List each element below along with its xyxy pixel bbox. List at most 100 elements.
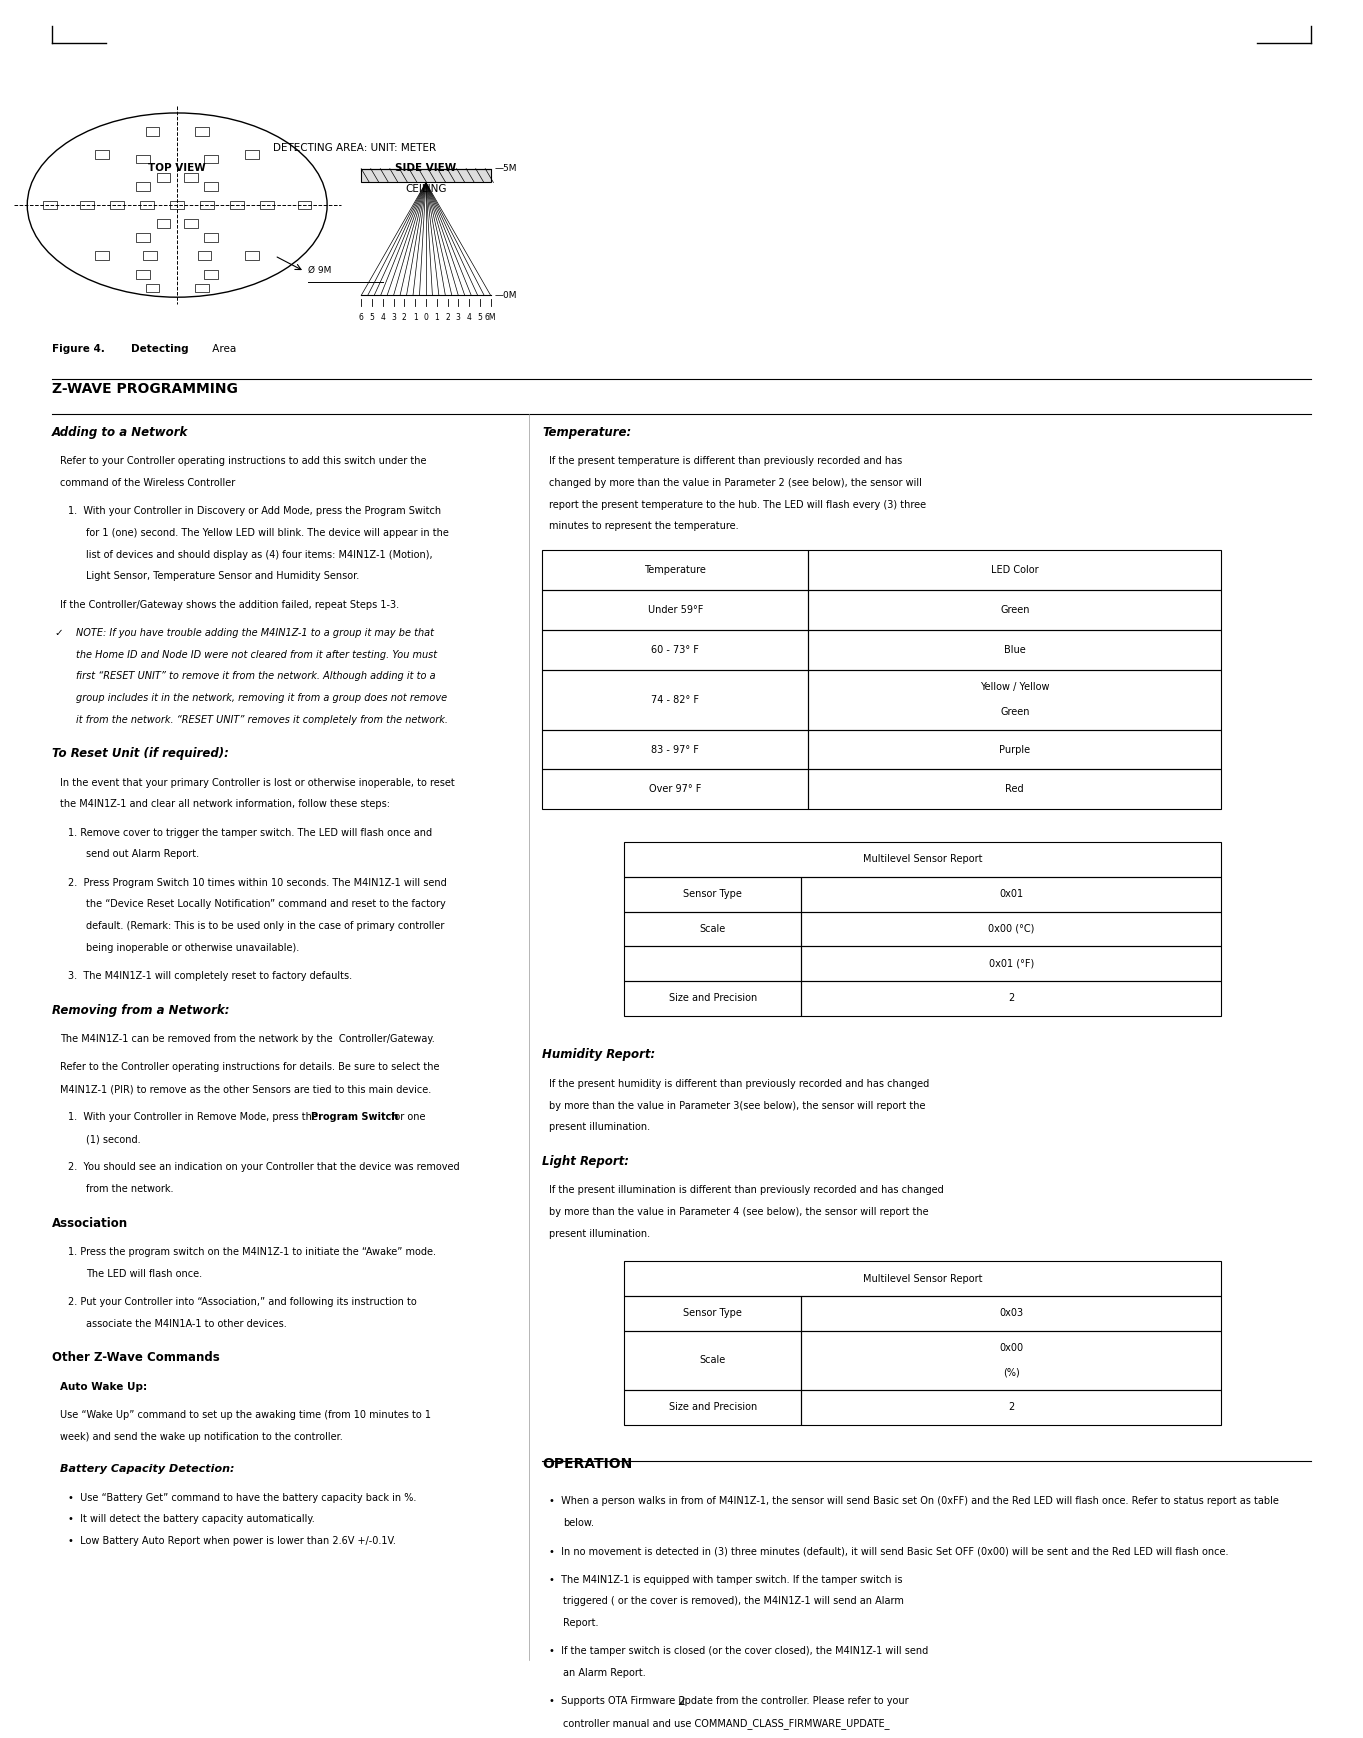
Text: for 1 (one) second. The Yellow LED will blink. The device will appear in the: for 1 (one) second. The Yellow LED will …	[86, 528, 448, 539]
Text: Other Z-Wave Commands: Other Z-Wave Commands	[52, 1350, 219, 1364]
Bar	[801, 1390, 1221, 1425]
Text: minutes to represent the temperature.: minutes to represent the temperature.	[549, 521, 739, 532]
Bar	[801, 947, 1221, 982]
Text: 2.  You should see an indication on your Controller that the device was removed: 2. You should see an indication on your …	[68, 1163, 459, 1173]
Bar	[204, 233, 218, 242]
Text: from the network.: from the network.	[86, 1184, 173, 1194]
Text: OPERATION: OPERATION	[542, 1458, 632, 1472]
Text: Sensor Type: Sensor Type	[683, 1309, 743, 1319]
Text: 74 - 82° F: 74 - 82° F	[652, 695, 699, 704]
Text: Detecting: Detecting	[131, 344, 188, 355]
Text: Refer to your Controller operating instructions to add this switch under the: Refer to your Controller operating instr…	[60, 457, 427, 466]
Text: •  Low Battery Auto Report when power is lower than 2.6V +/-0.1V.: • Low Battery Auto Report when power is …	[68, 1536, 397, 1547]
Text: Under 59°F: Under 59°F	[647, 605, 703, 615]
Text: The LED will flash once.: The LED will flash once.	[86, 1269, 202, 1279]
Text: Green: Green	[1000, 707, 1029, 716]
Text: Multilevel Sensor Report: Multilevel Sensor Report	[863, 1274, 983, 1284]
Text: •  When a person walks in from of M4IN1Z-1, the sensor will send Basic set On (0: • When a person walks in from of M4IN1Z-…	[549, 1496, 1278, 1507]
Bar	[245, 252, 259, 261]
Text: 1.  With your Controller in Remove Mode, press the: 1. With your Controller in Remove Mode, …	[68, 1112, 322, 1123]
Text: Figure 4.: Figure 4.	[52, 344, 105, 355]
Text: 0x00 (°C): 0x00 (°C)	[988, 925, 1035, 933]
Bar	[297, 200, 311, 209]
Text: Temperature: Temperature	[645, 565, 706, 575]
Text: 3: 3	[391, 313, 397, 322]
Text: Program Switch: Program Switch	[311, 1112, 398, 1123]
Bar	[95, 149, 109, 158]
Bar	[136, 182, 150, 191]
Text: 1.  With your Controller in Discovery or Add Mode, press the Program Switch: 1. With your Controller in Discovery or …	[68, 506, 442, 516]
Bar	[808, 770, 1221, 810]
Bar	[170, 200, 184, 209]
Text: Temperature:: Temperature:	[542, 426, 631, 438]
Text: week) and send the wake up notification to the controller.: week) and send the wake up notification …	[60, 1432, 342, 1443]
Bar	[184, 219, 198, 228]
Text: Multilevel Sensor Report: Multilevel Sensor Report	[863, 855, 983, 864]
Text: send out Alarm Report.: send out Alarm Report.	[86, 850, 199, 860]
Text: 3: 3	[455, 313, 461, 322]
Text: 2: 2	[1009, 1403, 1014, 1413]
Text: Use “Wake Up” command to set up the awaking time (from 10 minutes to 1: Use “Wake Up” command to set up the awak…	[60, 1410, 431, 1420]
Bar	[204, 269, 218, 278]
Bar	[542, 629, 808, 669]
Text: ✓: ✓	[55, 627, 63, 638]
Text: 83 - 97° F: 83 - 97° F	[652, 744, 699, 754]
Bar	[808, 549, 1221, 589]
Text: an Alarm Report.: an Alarm Report.	[563, 1668, 646, 1679]
Bar	[80, 200, 94, 209]
Bar	[200, 200, 214, 209]
Bar	[624, 1297, 801, 1331]
Text: Area: Area	[209, 344, 236, 355]
Text: group includes it in the network, removing it from a group does not remove: group includes it in the network, removi…	[76, 693, 447, 704]
Text: by more than the value in Parameter 4 (see below), the sensor will report the: by more than the value in Parameter 4 (s…	[549, 1208, 930, 1217]
Bar	[801, 1297, 1221, 1331]
Bar	[542, 549, 808, 589]
Bar	[542, 730, 808, 770]
Bar	[146, 127, 159, 136]
Text: 6M: 6M	[485, 313, 496, 322]
Text: M4IN1Z-1 (PIR) to remove as the other Sensors are tied to this main device.: M4IN1Z-1 (PIR) to remove as the other Se…	[60, 1085, 431, 1095]
Text: being inoperable or otherwise unavailable).: being inoperable or otherwise unavailabl…	[86, 942, 298, 952]
Text: 2: 2	[402, 313, 406, 322]
Text: the M4IN1Z-1 and clear all network information, follow these steps:: the M4IN1Z-1 and clear all network infor…	[60, 799, 390, 810]
Text: Red: Red	[1006, 784, 1024, 794]
Text: —5M: —5M	[495, 163, 518, 174]
Text: 60 - 73° F: 60 - 73° F	[652, 645, 699, 655]
Text: Report.: Report.	[563, 1618, 598, 1629]
Bar	[157, 219, 170, 228]
Bar	[808, 669, 1221, 730]
Bar	[204, 155, 218, 163]
Text: (%): (%)	[1003, 1368, 1020, 1378]
Text: If the present temperature is different than previously recorded and has: If the present temperature is different …	[549, 457, 902, 466]
Text: present illumination.: present illumination.	[549, 1123, 650, 1133]
Text: Adding to a Network: Adding to a Network	[52, 426, 188, 438]
Text: Ø 9M: Ø 9M	[308, 266, 331, 275]
Text: Light Report:: Light Report:	[542, 1156, 630, 1168]
Text: TOP VIEW: TOP VIEW	[149, 163, 206, 174]
Text: it from the network. “RESET UNIT” removes it completely from the network.: it from the network. “RESET UNIT” remove…	[76, 714, 448, 725]
Text: Refer to the Controller operating instructions for details. Be sure to select th: Refer to the Controller operating instru…	[60, 1062, 439, 1072]
Text: The M4IN1Z-1 can be removed from the network by the  Controller/Gateway.: The M4IN1Z-1 can be removed from the net…	[60, 1034, 435, 1045]
Text: Battery Capacity Detection:: Battery Capacity Detection:	[60, 1463, 234, 1474]
Bar	[624, 1262, 1221, 1297]
Text: default. (Remark: This is to be used only in the case of primary controller: default. (Remark: This is to be used onl…	[86, 921, 444, 932]
Text: •  In no movement is detected in (3) three minutes (default), it will send Basic: • In no movement is detected in (3) thre…	[549, 1547, 1229, 1557]
Bar	[198, 252, 211, 261]
Bar	[801, 912, 1221, 947]
Bar	[808, 730, 1221, 770]
Bar	[230, 200, 244, 209]
Text: 4: 4	[380, 313, 386, 322]
Bar	[808, 589, 1221, 629]
Text: —0M: —0M	[495, 290, 518, 301]
Text: 4: 4	[466, 313, 472, 322]
Text: Purple: Purple	[999, 744, 1030, 754]
Text: •  Use “Battery Get” command to have the battery capacity back in %.: • Use “Battery Get” command to have the …	[68, 1493, 417, 1503]
Text: Over 97° F: Over 97° F	[649, 784, 702, 794]
Text: Scale: Scale	[699, 925, 726, 933]
Bar	[624, 878, 801, 912]
Bar	[136, 233, 150, 242]
Bar	[136, 155, 150, 163]
Bar	[245, 149, 259, 158]
Text: 1. Press the program switch on the M4IN1Z-1 to initiate the “Awake” mode.: 1. Press the program switch on the M4IN1…	[68, 1246, 436, 1257]
Text: 6: 6	[358, 313, 364, 322]
